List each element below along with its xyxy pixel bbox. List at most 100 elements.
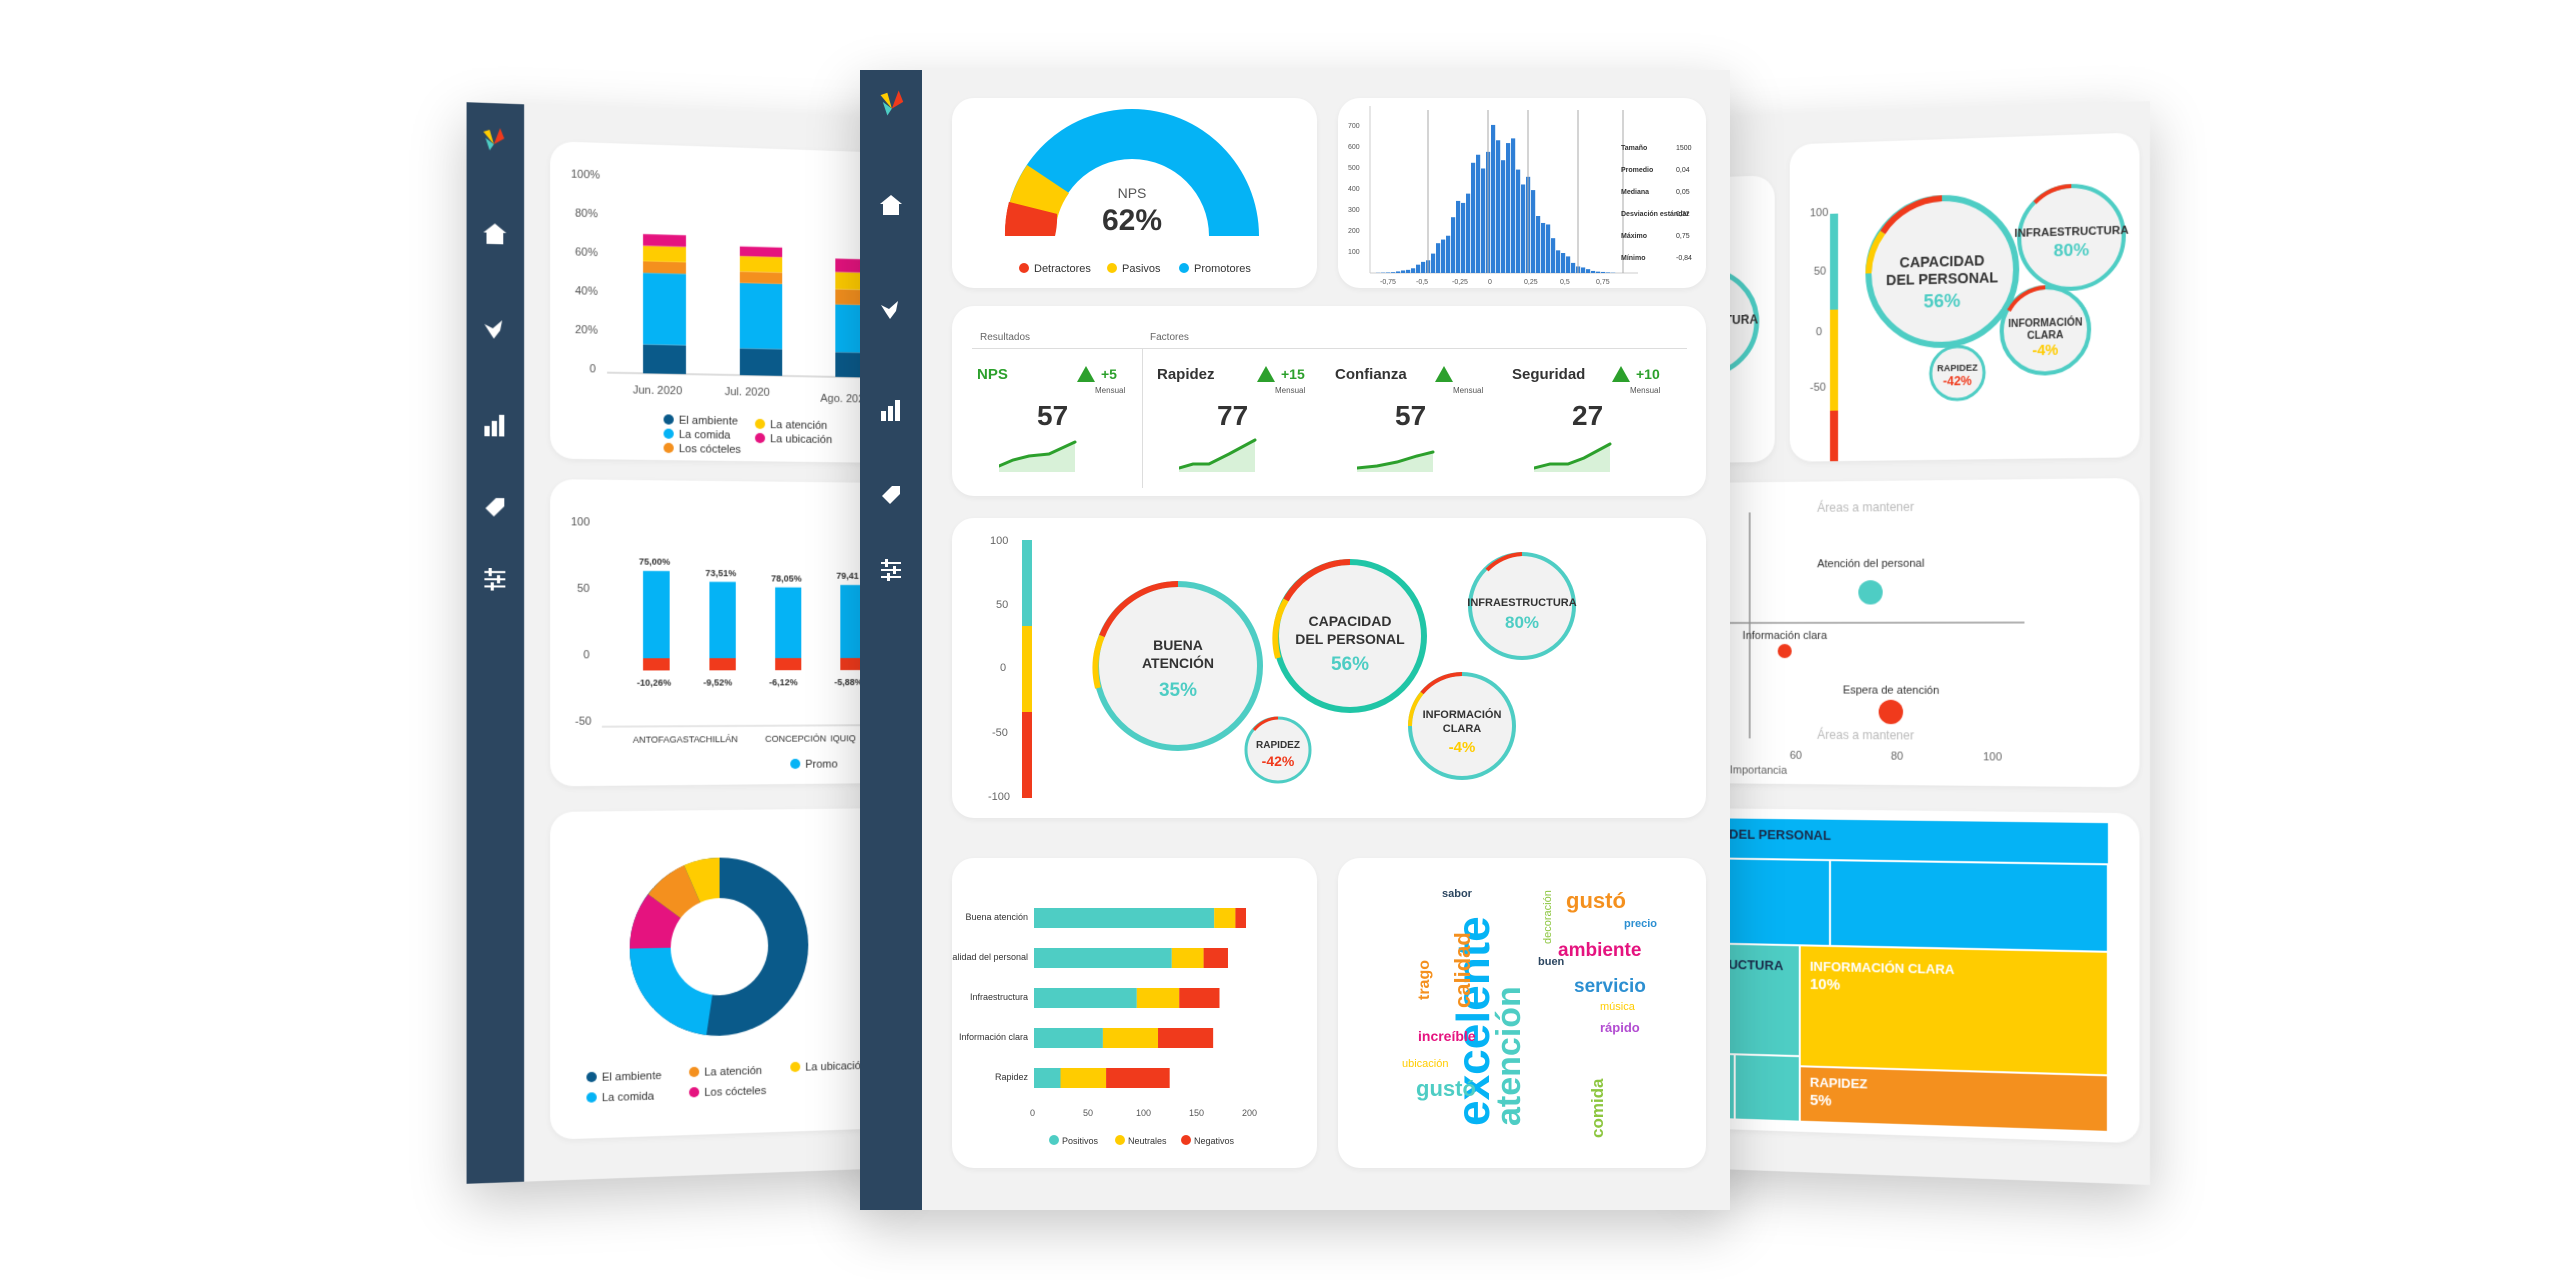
hbar-segment (1034, 1068, 1061, 1088)
kpi-name: Confianza (1335, 366, 1407, 383)
kpi-item: Rapidez +15 Mensual 77 (1157, 366, 1332, 486)
city-negative-label: -5,88% (834, 677, 862, 687)
bubble-chart-card: 100 50 0 -50 -100 BUENA ATENCIÓN 35% CAP… (952, 518, 1706, 818)
wordcloud: excelente atención calidad gustó ambient… (1338, 858, 1706, 1168)
stacked-bar-segment (740, 283, 782, 349)
city-positive-bar (643, 571, 670, 658)
sliders-icon[interactable] (876, 555, 906, 585)
hbar-segment (1179, 988, 1219, 1008)
city-positive-label: 78,05% (771, 573, 802, 583)
svg-text:-4%: -4% (1449, 739, 1476, 756)
kpi-item: Seguridad +10 Mensual 27 (1512, 366, 1687, 486)
histogram-bar (1556, 250, 1560, 273)
up-arrow-icon (1257, 366, 1275, 382)
histogram-x-tick: -0,75 (1380, 279, 1396, 286)
word: música (1600, 1001, 1635, 1013)
histogram-x-tick: 0,25 (1524, 279, 1538, 286)
svg-text:Pasivos: Pasivos (1122, 263, 1161, 275)
hbar-segment (1061, 1068, 1107, 1088)
up-arrow-icon (1435, 366, 1453, 382)
histogram-bar (1571, 263, 1575, 273)
home-icon[interactable] (876, 190, 906, 220)
sliders-icon[interactable] (479, 564, 510, 595)
histogram-bar (1391, 272, 1395, 273)
stacked-bar-segment (643, 344, 686, 374)
svg-text:0: 0 (590, 363, 596, 375)
svg-text:DEL PERSONAL: DEL PERSONAL (1886, 269, 1999, 288)
histogram-bar (1586, 269, 1590, 273)
svg-text:80%: 80% (2054, 240, 2089, 261)
histogram-y-tick: 400 (1348, 186, 1360, 193)
histogram-bar (1581, 267, 1585, 273)
histogram-bar (1451, 217, 1455, 273)
home-icon[interactable] (479, 218, 510, 250)
histogram-bar (1466, 194, 1470, 273)
word: ambiente (1558, 940, 1641, 962)
kpi-period: Mensual (1095, 386, 1125, 395)
kpi-value: 27 (1572, 400, 1603, 432)
bird-icon[interactable] (479, 314, 510, 346)
word: precio (1624, 918, 1657, 930)
svg-text:0: 0 (583, 649, 589, 661)
histogram-bar (1591, 271, 1595, 273)
svg-text:Detractores: Detractores (1034, 263, 1091, 275)
city-category-label: CHILLÁN (699, 734, 738, 744)
hbar-x-tick: 150 (1189, 1108, 1204, 1118)
word: atención (1490, 986, 1529, 1126)
histogram-stat-key: Tamaño (1621, 145, 1647, 152)
svg-text:100: 100 (571, 516, 590, 528)
stacked-bar-segment (643, 273, 686, 345)
histogram-stat-value: 1500 (1676, 145, 1692, 152)
bird-icon[interactable] (876, 295, 906, 325)
city-positive-label: 73,51% (705, 568, 736, 578)
histogram-bar (1446, 236, 1450, 273)
svg-text:Áreas a mantener: Áreas a mantener (1817, 727, 1914, 743)
svg-text:56%: 56% (1331, 654, 1369, 675)
histogram-chart: 700600500400300200100-0,75 -0,5 -0,25 0 0,25… (1338, 98, 1706, 288)
histogram-bar (1506, 143, 1510, 273)
word: rápido (1600, 1020, 1640, 1035)
bar-chart-icon[interactable] (876, 395, 906, 425)
hbar-segment (1235, 908, 1246, 928)
svg-text:Importancia: Importancia (1730, 764, 1788, 777)
gauge-label: NPS (1118, 185, 1147, 201)
gauge-value: 62% (1102, 204, 1162, 237)
tag-icon[interactable] (479, 492, 510, 523)
svg-text:CAPACIDAD: CAPACIDAD (1309, 613, 1392, 629)
bar-chart-icon[interactable] (479, 409, 510, 440)
hbar-category-label: Información clara (959, 1032, 1028, 1042)
histogram-bar (1411, 268, 1415, 273)
svg-text:La ubicación: La ubicación (805, 1060, 867, 1074)
histogram-bar (1536, 216, 1540, 273)
city-negative-bar (709, 658, 735, 670)
left-sidebar (467, 102, 525, 1184)
tag-icon[interactable] (876, 480, 906, 510)
histogram-stat-value: 0,32 (1676, 211, 1690, 218)
city-positive-bar (709, 582, 735, 658)
city-category-label: ANTOFAGASTA (633, 734, 701, 745)
histogram-x-tick: 0,75 (1596, 279, 1610, 286)
histogram-y-tick: 100 (1348, 249, 1360, 256)
treemap-card: IDAD DEL PERSONAL ESTRUCTURA INFORMACIÓN… (1690, 808, 2139, 1143)
histogram-stat-value: 0,75 (1676, 233, 1690, 240)
kpi-sparkline (999, 438, 1089, 474)
logo-icon[interactable] (876, 86, 910, 120)
logo-icon[interactable] (479, 123, 510, 155)
svg-text:Promo: Promo (805, 759, 837, 771)
kpi-value: 57 (1037, 400, 1068, 432)
right-bubble-chart: 100 50 0 -50 CAPACIDAD DEL PERSONAL 56% … (1790, 132, 2140, 461)
svg-text:35%: 35% (1159, 680, 1197, 701)
kpi-period: Mensual (1275, 386, 1305, 395)
svg-text:80%: 80% (575, 208, 598, 221)
stacked-bar-segment (643, 261, 686, 274)
hbar-chart: Buena atenciónCalidad del personalInfrae… (952, 858, 1317, 1168)
word: ubicación (1402, 1058, 1448, 1070)
svg-text:50: 50 (1814, 265, 1826, 277)
right-bubble-card: 100 50 0 -50 CAPACIDAD DEL PERSONAL 56% … (1790, 132, 2140, 461)
histogram-bar (1496, 140, 1500, 273)
histogram-bar (1541, 223, 1545, 273)
svg-text:La comida: La comida (679, 429, 731, 442)
svg-text:10%: 10% (1810, 976, 1840, 994)
nps-gauge-card: NPS 62% Detractores Pasivos Promotores (952, 98, 1317, 288)
word: increíble (1418, 1028, 1476, 1044)
